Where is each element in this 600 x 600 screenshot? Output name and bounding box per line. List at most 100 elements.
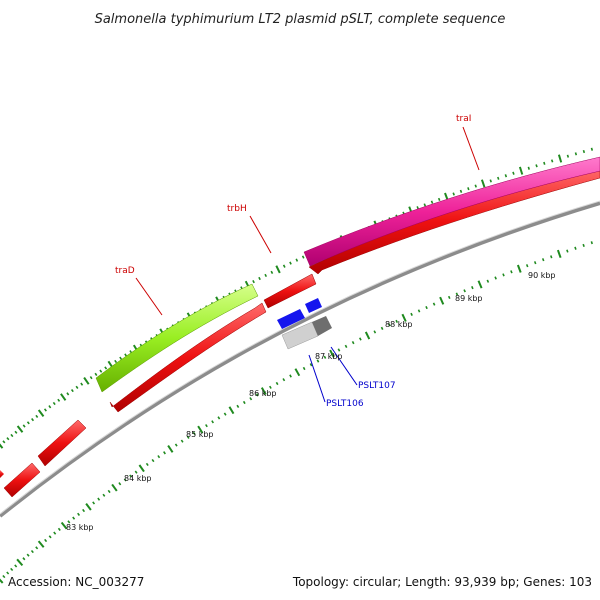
- gene-pslt107-b[interactable]: [305, 298, 322, 313]
- outer-major-tick: [557, 154, 563, 163]
- inner-major-tick: [16, 558, 24, 567]
- inner-minor-tick: [525, 264, 529, 268]
- inner-minor-tick: [316, 359, 320, 363]
- inner-minor-tick: [22, 557, 26, 561]
- backbone-arc-highlight: [0, 200, 600, 515]
- inner-minor-tick: [255, 393, 259, 397]
- inner-minor-tick: [590, 241, 593, 245]
- inner-minor-tick: [10, 567, 14, 572]
- gene-red-mid[interactable]: [109, 302, 267, 413]
- inner-minor-tick: [275, 381, 279, 386]
- label-traI: traI: [456, 114, 471, 124]
- outer-minor-tick: [2, 440, 6, 444]
- inner-major-tick: [294, 368, 301, 377]
- inner-minor-tick: [92, 501, 96, 505]
- outer-minor-tick: [527, 166, 530, 170]
- outer-minor-tick: [474, 184, 477, 188]
- inner-minor-tick: [242, 400, 246, 405]
- inner-major-tick: [401, 313, 407, 322]
- inner-minor-tick: [48, 535, 52, 539]
- inner-minor-tick: [192, 431, 196, 436]
- inner-minor-tick: [566, 249, 569, 253]
- scale-label-86: 86 kbp: [249, 389, 277, 398]
- inner-minor-tick: [269, 385, 272, 389]
- gene-pslt106-b[interactable]: [312, 316, 332, 336]
- outer-minor-tick: [423, 203, 427, 207]
- outer-minor-tick: [75, 385, 79, 389]
- inner-minor-tick: [26, 553, 30, 557]
- outer-minor-tick: [48, 405, 52, 409]
- inner-minor-tick: [486, 279, 490, 283]
- outer-minor-tick: [270, 270, 274, 274]
- inner-minor-tick: [373, 330, 377, 334]
- leader-pslt106: [308, 354, 326, 403]
- gene-red-left-3[interactable]: [0, 470, 4, 478]
- inner-minor-tick: [447, 295, 451, 300]
- outer-minor-tick: [119, 356, 123, 360]
- inner-minor-tick: [82, 508, 86, 513]
- inner-minor-tick: [2, 574, 6, 579]
- outer-minor-tick: [512, 171, 515, 175]
- inner-major-tick: [167, 445, 174, 453]
- outer-minor-tick: [80, 382, 84, 386]
- outer-minor-tick: [497, 176, 500, 180]
- outer-minor-tick: [459, 189, 463, 193]
- inner-minor-tick: [107, 489, 111, 494]
- inner-minor-tick: [53, 531, 57, 535]
- gene-red-left-1[interactable]: [37, 419, 87, 467]
- inner-minor-tick: [14, 564, 18, 568]
- gene-traD-arrow[interactable]: [95, 283, 259, 393]
- inner-minor-tick: [410, 312, 413, 316]
- outer-major-tick: [16, 425, 24, 433]
- outer-minor-tick: [467, 187, 470, 191]
- inner-minor-tick: [157, 455, 161, 459]
- inner-major-tick: [556, 249, 562, 259]
- outer-minor-tick: [43, 408, 47, 412]
- scale-label-88: 88 kbp: [385, 320, 413, 329]
- gene-red-trbH[interactable]: [263, 273, 317, 309]
- outer-minor-tick: [452, 192, 455, 196]
- inner-minor-tick: [388, 323, 391, 327]
- inner-minor-tick: [97, 497, 101, 501]
- inner-minor-tick: [186, 435, 190, 439]
- inner-minor-tick: [102, 493, 106, 497]
- inner-major-tick: [329, 349, 335, 358]
- inner-major-tick: [516, 264, 522, 273]
- outer-minor-tick: [22, 424, 26, 428]
- inner-major-tick: [228, 406, 235, 415]
- inner-minor-tick: [236, 404, 240, 409]
- inner-minor-tick: [471, 285, 474, 290]
- backbone-arc: [0, 201, 600, 518]
- outer-minor-tick: [94, 372, 98, 377]
- outer-minor-tick: [14, 430, 18, 434]
- gene-pslt107-a[interactable]: [277, 309, 305, 329]
- inner-major-tick: [477, 280, 483, 289]
- scale-label-83: 83 kbp: [66, 523, 94, 532]
- outer-minor-tick: [504, 174, 508, 178]
- outer-minor-tick: [590, 147, 594, 151]
- scale-label-87: 87 kbp: [315, 352, 343, 361]
- inner-minor-tick: [67, 520, 71, 524]
- map-title: Salmonella typhimurium LT2 plasmid pSLT,…: [95, 12, 506, 27]
- gene-red-left-2[interactable]: [3, 462, 41, 498]
- inner-minor-tick: [582, 243, 585, 248]
- inner-major-tick: [60, 521, 68, 530]
- gene-red-right[interactable]: [308, 167, 600, 275]
- inner-minor-tick: [217, 416, 221, 420]
- gene-traI-arrow[interactable]: [303, 156, 600, 267]
- inner-minor-tick: [463, 289, 466, 293]
- leader-traI: [462, 126, 480, 171]
- inner-minor-tick: [417, 309, 421, 313]
- inner-minor-tick: [44, 538, 48, 543]
- inner-minor-tick: [395, 319, 399, 323]
- summary-text: Topology: circular; Length: 93,939 bp; G…: [292, 575, 592, 589]
- outer-minor-tick: [550, 159, 554, 163]
- outer-minor-tick: [543, 161, 546, 165]
- outer-minor-tick: [124, 353, 128, 357]
- accession-text: Accession: NC_003277: [8, 575, 144, 589]
- outer-major-tick: [518, 166, 524, 175]
- inner-major-tick: [85, 503, 92, 511]
- outer-minor-tick: [89, 376, 93, 380]
- inner-major-tick: [37, 540, 45, 548]
- outer-minor-tick: [26, 421, 30, 425]
